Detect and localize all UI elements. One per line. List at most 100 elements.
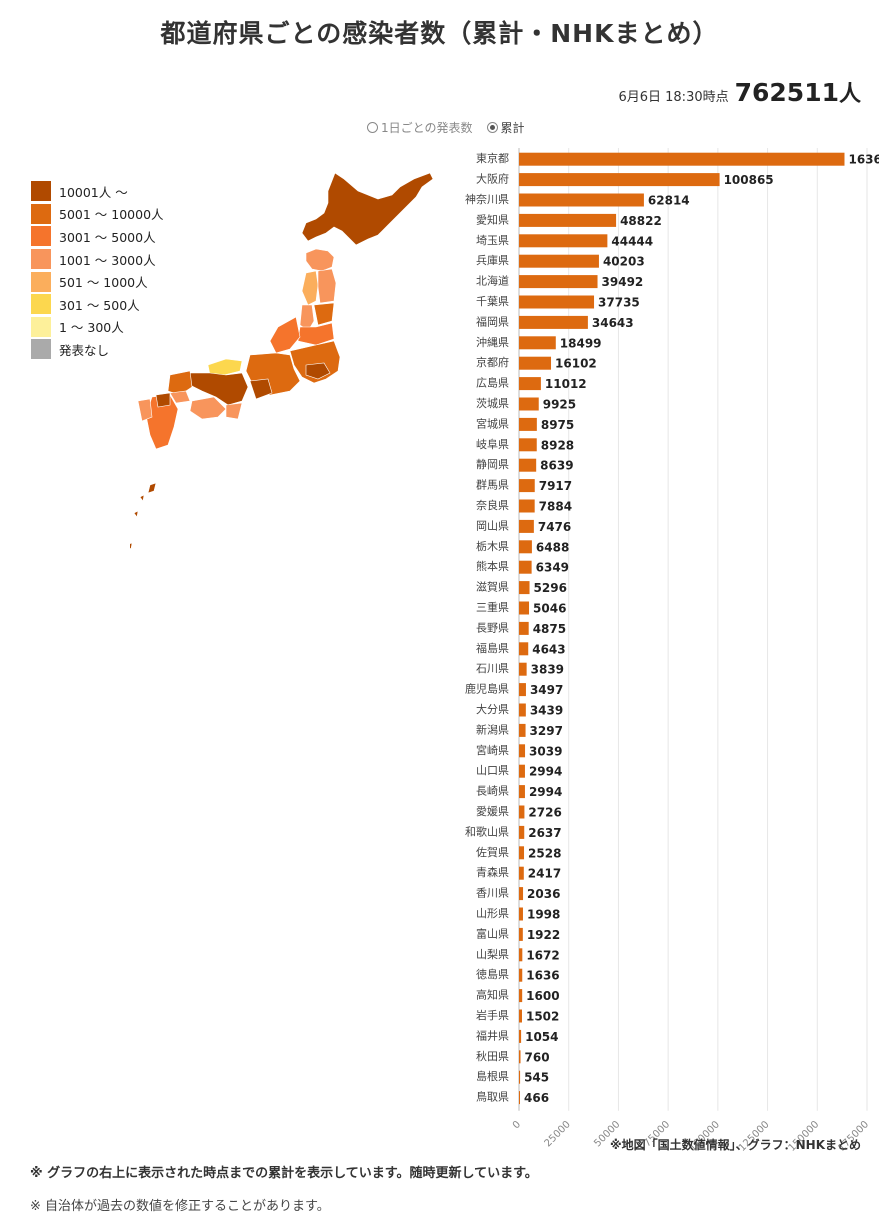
bar[interactable]: [519, 1029, 522, 1043]
daily-option[interactable]: 1日ごとの発表数: [367, 119, 473, 136]
bar-value-label: 8928: [541, 438, 574, 452]
map-region-miyagi[interactable]: [313, 302, 335, 326]
bar-value-label: 48822: [620, 214, 662, 228]
category-label: 熊本県: [476, 559, 509, 573]
category-label: 岡山県: [476, 519, 509, 532]
cumulative-radio[interactable]: [486, 122, 498, 133]
category-label: 北海道: [476, 274, 509, 288]
bar[interactable]: [519, 989, 523, 1003]
page-title: 都道府県ごとの感染者数（累計・NHKまとめ）: [160, 19, 719, 48]
category-label: 新潟県: [476, 722, 509, 736]
bar[interactable]: [519, 295, 595, 309]
bar[interactable]: [519, 377, 541, 391]
bar[interactable]: [519, 315, 588, 329]
category-label: 高知県: [476, 988, 509, 1002]
category-label: 長崎県: [476, 784, 509, 798]
bar[interactable]: [519, 703, 526, 717]
bar[interactable]: [519, 438, 537, 452]
bar[interactable]: [519, 213, 617, 227]
map-region-okinawa[interactable]: [130, 482, 157, 555]
category-label: 栃木県: [476, 539, 509, 553]
bar[interactable]: [519, 805, 525, 819]
map-region-nagasaki[interactable]: [137, 398, 153, 422]
category-label: 滋賀県: [476, 581, 509, 594]
bar[interactable]: [519, 744, 526, 758]
map-region-fukuoka[interactable]: [155, 392, 171, 408]
bar-value-label: 16102: [555, 357, 597, 371]
bar[interactable]: [519, 723, 526, 737]
category-label: 福島県: [476, 641, 509, 655]
bar[interactable]: [519, 662, 527, 676]
map-region-yamagata[interactable]: [299, 304, 315, 332]
map-region-kinki[interactable]: [189, 372, 249, 406]
bar[interactable]: [519, 234, 608, 248]
category-label: 広島県: [476, 376, 509, 390]
bar[interactable]: [519, 683, 526, 697]
map-region-shikoku[interactable]: [189, 396, 227, 420]
cumulative-option[interactable]: 累計: [486, 119, 525, 136]
bar[interactable]: [519, 764, 525, 778]
bar-value-label: 3297: [530, 724, 563, 738]
bar[interactable]: [519, 458, 537, 472]
bar[interactable]: [519, 152, 845, 166]
bar-value-label: 39492: [602, 275, 644, 289]
category-label: 静岡県: [476, 457, 509, 471]
bar[interactable]: [519, 968, 523, 982]
bar[interactable]: [519, 1091, 520, 1105]
bar[interactable]: [519, 560, 532, 574]
map-region-hiroshima[interactable]: [169, 390, 191, 404]
bar[interactable]: [519, 499, 535, 513]
bar[interactable]: [519, 397, 539, 411]
bar[interactable]: [519, 927, 523, 941]
bar[interactable]: [519, 1050, 521, 1064]
category-label: 愛知県: [476, 212, 509, 226]
bar-chart: 0 25000 50000 75000 100000 125000 150000 175000…: [465, 148, 879, 1154]
bar[interactable]: [519, 540, 532, 554]
map-region-akita[interactable]: [301, 270, 319, 306]
bar[interactable]: [519, 1009, 522, 1023]
legend-item: 10001人 ～: [31, 180, 164, 203]
legend-item: 1001 ～ 3000人: [31, 248, 164, 271]
bar[interactable]: [519, 785, 525, 799]
bar-value-label: 8975: [541, 418, 574, 432]
map-region-hokkaido[interactable]: [301, 172, 434, 246]
category-label: 兵庫県: [476, 253, 509, 267]
bar[interactable]: [519, 519, 534, 533]
bar[interactable]: [519, 479, 535, 493]
bar[interactable]: [519, 193, 644, 207]
map-region-tokyo[interactable]: [305, 362, 331, 380]
map-region-wakayama[interactable]: [225, 402, 243, 420]
bar[interactable]: [519, 254, 599, 268]
map-region-aichi[interactable]: [249, 378, 273, 400]
legend-swatch: [31, 181, 51, 202]
bar-value-label: 7884: [539, 500, 572, 514]
bar[interactable]: [519, 601, 530, 615]
daily-radio[interactable]: [367, 122, 378, 133]
map-region-aomori[interactable]: [305, 248, 335, 272]
bar[interactable]: [519, 173, 720, 187]
bar[interactable]: [519, 581, 530, 595]
map-region-niigata[interactable]: [269, 316, 301, 354]
category-label: 香川県: [476, 887, 509, 900]
map-region-kyushu[interactable]: [145, 394, 179, 450]
note-2: ※ 自治体が過去の数値を修正することがあります。: [30, 1199, 330, 1214]
bar[interactable]: [519, 356, 552, 370]
bar[interactable]: [519, 642, 529, 656]
bar[interactable]: [519, 948, 523, 962]
category-label: 山口県: [476, 764, 509, 777]
bar[interactable]: [519, 275, 598, 289]
bar-value-label: 7917: [539, 479, 572, 493]
map-region-fukushima[interactable]: [297, 322, 335, 346]
map-region-iwate[interactable]: [317, 268, 337, 304]
bar[interactable]: [519, 866, 524, 880]
legend-label: 10001人 ～: [59, 184, 128, 200]
bar-value-label: 18499: [560, 336, 602, 350]
bar[interactable]: [519, 907, 523, 921]
bar[interactable]: [519, 336, 556, 350]
bar[interactable]: [519, 417, 537, 431]
bar[interactable]: [519, 621, 529, 635]
bar[interactable]: [519, 887, 524, 901]
bar[interactable]: [519, 825, 525, 839]
bar[interactable]: [519, 1070, 521, 1084]
bar[interactable]: [519, 846, 525, 860]
